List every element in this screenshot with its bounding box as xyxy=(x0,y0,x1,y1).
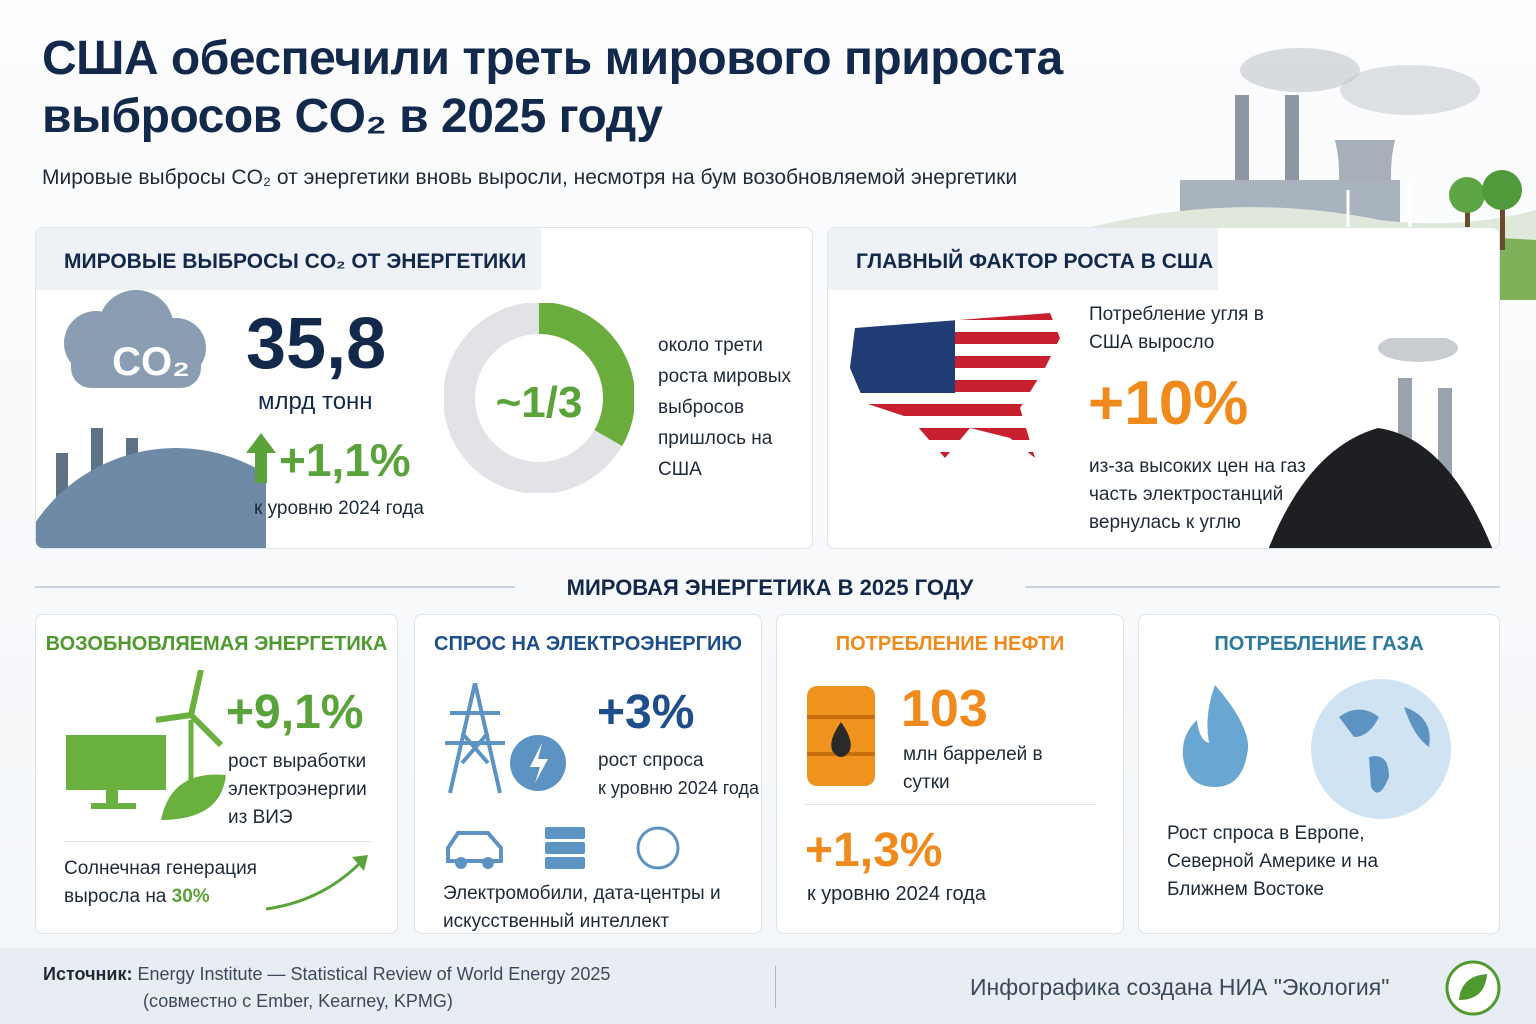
credit: Инфографика создана НИА "Экология" xyxy=(970,974,1390,1000)
usa-value: +10% xyxy=(1088,369,1249,438)
source-note: (совместно с Ember, Kearney, KPMG) xyxy=(143,991,453,1011)
section-title: МИРОВАЯ ЭНЕРГЕТИКА В 2025 ГОДУ xyxy=(566,575,974,600)
oil-barrel-icon xyxy=(807,686,875,786)
share-note: около трети роста мировых выбросов пришл… xyxy=(658,335,792,480)
subtitle: Мировые выбросы CO₂ от энергетики вновь … xyxy=(42,166,1018,189)
growth-arrow xyxy=(265,855,368,911)
gas-text: Рост спроса в Европе, Северной Америке и… xyxy=(1167,823,1379,900)
gas-card: ПОТРЕБЛЕНИЕ ГАЗА Рост спроса в Европе, С… xyxy=(1138,614,1500,934)
solar-text: Солнечная генерация выросла на 30% xyxy=(64,855,264,911)
oil-card: ПОТРЕБЛЕНИЕ НЕФТИ 103 млн баррелей в сут… xyxy=(776,614,1124,934)
oil-unit: млн баррелей в сутки xyxy=(903,744,1043,793)
emissions-unit: млрд тонн xyxy=(258,388,373,415)
globe-icon xyxy=(1311,679,1451,819)
divider xyxy=(35,586,515,588)
footer: Источник: Energy Institute — Statistical… xyxy=(0,948,1536,1024)
usa-text: Потребление угля в США выросло xyxy=(1089,304,1264,353)
electricity-card: СПРОС НА ЭЛЕКТРОЭНЕРГИЮ +3% рост спроса … xyxy=(414,614,762,934)
panel-heading: МИРОВЫЕ ВЫБРОСЫ CO₂ ОТ ЭНЕРГЕТИКИ xyxy=(64,250,527,273)
card-heading: ПОТРЕБЛЕНИЕ НЕФТИ xyxy=(835,633,1065,655)
logo xyxy=(1445,960,1501,1016)
usa-flag-map xyxy=(850,313,1060,458)
oil-value: 103 xyxy=(901,680,988,738)
panel-heading: ГЛАВНЫЙ ФАКТОР РОСТА В США xyxy=(856,250,1214,273)
electricity-note: к уровню 2024 года xyxy=(598,778,760,798)
separator xyxy=(805,804,1097,805)
card-heading: СПРОС НА ЭЛЕКТРОЭНЕРГИЮ xyxy=(434,633,742,655)
source-label: Источник: xyxy=(43,964,133,984)
renewables-value: +9,1% xyxy=(226,686,364,739)
card-heading: ВОЗОБНОВЛЯЕМАЯ ЭНЕРГЕТИКА xyxy=(45,633,388,655)
renewables-note: рост выработки электроэнергии из ВИЭ xyxy=(228,751,367,828)
footer-divider xyxy=(775,966,776,1008)
divider xyxy=(1025,586,1500,588)
solar-label: Солнечная генерация выросла на xyxy=(64,858,257,907)
coal-illustration xyxy=(1268,338,1493,548)
electricity-drivers: Электромобили, дата-центры и искусственн… xyxy=(443,883,721,932)
source-text: Energy Institute — Statistical Review of… xyxy=(137,964,611,984)
emissions-panel: МИРОВЫЕ ВЫБРОСЫ CO₂ ОТ ЭНЕРГЕТИКИ CO₂ 35… xyxy=(35,227,813,549)
drivers-icons xyxy=(446,826,680,870)
co2-label: CO₂ xyxy=(112,340,190,384)
emissions-change: +1,1% xyxy=(279,434,411,486)
oil-change: +1,3% xyxy=(805,824,943,877)
up-arrow xyxy=(246,433,276,483)
renewables-icon xyxy=(66,670,226,820)
electricity-icon xyxy=(445,683,566,794)
usa-panel: ГЛАВНЫЙ ФАКТОР РОСТА В США Потребление у… xyxy=(827,227,1500,549)
usa-note: из-за высоких цен на газ часть электрост… xyxy=(1089,456,1306,533)
emissions-value: 35,8 xyxy=(246,304,387,384)
separator xyxy=(64,841,372,842)
electricity-value: +3% xyxy=(597,686,695,739)
co2-icon xyxy=(36,290,266,548)
share-value: ~1/3 xyxy=(495,378,583,427)
source: Источник: Energy Institute — Statistical… xyxy=(43,964,610,985)
gas-flame-icon xyxy=(1182,685,1249,787)
oil-change-note: к уровню 2024 года xyxy=(807,883,986,905)
title: США обеспечили треть мирового прироста в… xyxy=(42,32,1063,143)
solar-value: 30% xyxy=(171,886,210,907)
electricity-note: рост спроса xyxy=(598,750,704,771)
renewables-card: ВОЗОБНОВЛЯЕМАЯ ЭНЕРГЕТИКА +9,1% рост выр… xyxy=(35,614,398,934)
emissions-change-note: к уровню 2024 года xyxy=(254,498,424,519)
share-donut xyxy=(444,303,634,493)
card-heading: ПОТРЕБЛЕНИЕ ГАЗА xyxy=(1214,633,1424,655)
